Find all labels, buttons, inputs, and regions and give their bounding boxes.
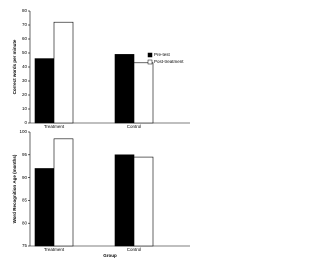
y-tick-label: 70 (22, 22, 28, 27)
figure: 0 10 20 30 40 50 60 70 80 Treatment Control Correct… (12, 8, 190, 258)
x-tick-label: Control (127, 124, 142, 129)
y-tick-label: 60 (22, 36, 28, 41)
y-tick-label: 20 (22, 92, 28, 97)
bar (114, 54, 135, 124)
y-tick-label: 100 (19, 129, 27, 134)
bar (133, 156, 154, 247)
y-tick-label: 10 (22, 106, 28, 111)
bar (34, 58, 55, 124)
legend-swatch (147, 52, 153, 58)
bar (114, 154, 135, 247)
y-tick-label: 0 (24, 120, 27, 125)
y-axis-label: Correct words per minute (12, 39, 17, 94)
y-tick-label: 85 (22, 198, 28, 203)
x-tick-label: Treatment (44, 247, 65, 252)
y-axis-label: Word Recognition Age (months) (12, 154, 17, 223)
y-tick-label: 50 (22, 50, 28, 55)
y-tick-label: 95 (22, 152, 28, 157)
bar (133, 62, 154, 124)
legend-swatch (147, 59, 153, 65)
bar (53, 21, 74, 124)
y-tick-label: 90 (22, 175, 28, 180)
bar (34, 168, 55, 247)
y-tick-label: 40 (22, 64, 28, 69)
y-tick-label: 30 (22, 78, 28, 83)
x-tick-label: Control (127, 247, 142, 252)
y-tick-label: 80 (22, 8, 28, 13)
x-axis-label: Group (103, 253, 117, 258)
legend-label: Pre-test (154, 52, 171, 57)
bar (53, 138, 74, 247)
x-tick-label: Treatment (44, 124, 65, 129)
legend-label: Post-treatment (154, 59, 184, 64)
y-tick-label: 80 (22, 220, 28, 225)
y-tick-label: 75 (22, 243, 28, 248)
